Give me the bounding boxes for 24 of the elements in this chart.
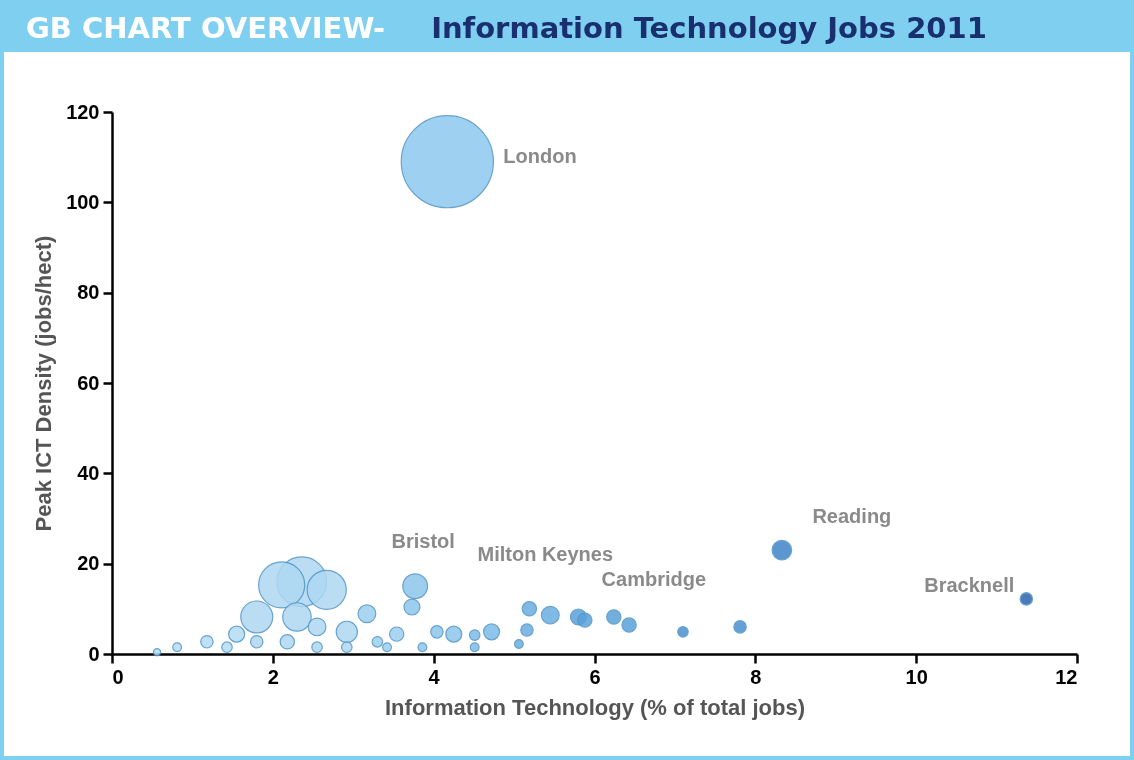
annotation: Bracknell: [924, 573, 1015, 596]
y-axis-title: Peak ICT Density (jobs/hect): [31, 235, 57, 532]
annotation: Reading: [812, 505, 892, 528]
y-tick-label: 0: [88, 642, 100, 665]
x-tick-label: 8: [750, 665, 762, 688]
x-tick-label: 6: [589, 665, 601, 688]
annotation: Cambridge: [601, 567, 707, 590]
x-tick-label: 10: [905, 665, 928, 688]
annotation: London: [503, 144, 577, 167]
y-tick-label: 100: [66, 190, 100, 213]
y-tick-label: 40: [77, 461, 100, 484]
x-tick-label: 0: [112, 665, 124, 688]
x-tick-label: 2: [267, 665, 279, 688]
y-tick-label: 120: [66, 100, 100, 123]
x-tick-label: 4: [428, 665, 441, 688]
y-tick-label: 80: [77, 281, 100, 304]
chart-subtitle: Information Technology Jobs 2011: [431, 11, 987, 45]
x-tick-label: 12: [1055, 665, 1078, 688]
y-tick-label: 20: [77, 552, 100, 575]
x-axis-title: Information Technology (% of total jobs): [384, 694, 806, 720]
annotation: Bristol: [391, 530, 455, 553]
chart-title: GB CHART OVERVIEW-: [26, 11, 386, 45]
y-tick-label: 60: [77, 371, 100, 394]
annotation: Milton Keynes: [477, 543, 614, 566]
